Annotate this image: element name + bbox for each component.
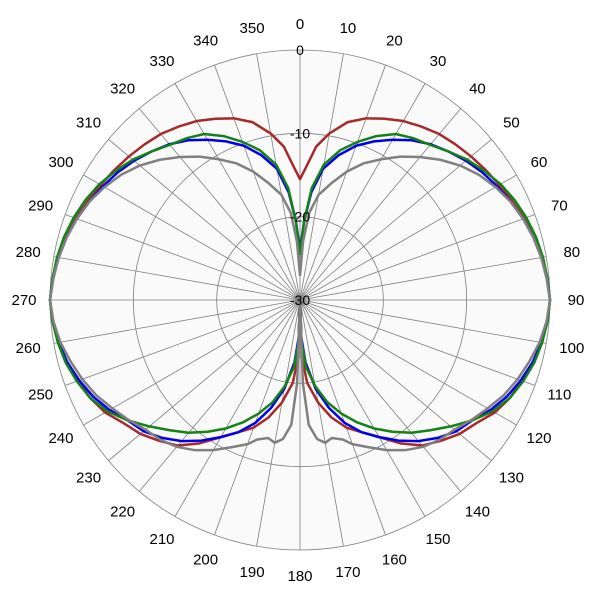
grid-spoke — [138, 108, 301, 301]
angle-tick-label: 160 — [382, 551, 407, 568]
angle-tick-label: 220 — [110, 503, 135, 520]
angle-tick-label: 170 — [335, 564, 360, 581]
angle-tick-label: 240 — [48, 430, 73, 447]
grid-spoke — [299, 299, 547, 344]
angle-tick-label: 30 — [430, 53, 447, 70]
ring-tick-label: -30 — [290, 292, 310, 308]
grid-spoke — [299, 83, 426, 301]
angle-tick-label: 0 — [296, 16, 304, 33]
grid-spoke — [299, 64, 386, 301]
ring-labels: 0 -10 -20 -30 — [290, 42, 310, 308]
angle-tick-label: 90 — [568, 292, 585, 309]
angle-tick-label: 340 — [193, 33, 218, 50]
grid-spoke — [299, 108, 462, 301]
ring-tick-label: 0 — [296, 42, 304, 58]
angle-tick-label: 140 — [465, 503, 490, 520]
angle-tick-label: 40 — [469, 81, 486, 98]
angle-tick-label: 300 — [48, 154, 73, 171]
angle-tick-label: 120 — [527, 430, 552, 447]
grid-spoke — [83, 174, 301, 301]
angle-tick-label: 150 — [425, 531, 450, 548]
grid-spoke — [214, 64, 301, 301]
angle-tick-label: 200 — [193, 551, 218, 568]
grid-spoke — [299, 299, 386, 536]
grid-ring — [132, 132, 468, 468]
angle-tick-label: 260 — [16, 340, 41, 357]
grid-spoke — [214, 299, 301, 536]
angle-tick-label: 180 — [287, 568, 312, 585]
grid-spoke — [299, 256, 547, 301]
grid-spoke — [256, 299, 301, 547]
grid-spoke — [299, 299, 426, 517]
ring-tick-label: -10 — [290, 125, 310, 141]
series-layer — [48, 117, 552, 452]
grid-spoke — [53, 256, 301, 301]
grid-spoke — [53, 299, 301, 344]
angle-tick-label: 20 — [386, 33, 403, 50]
angle-tick-label: 80 — [563, 244, 580, 261]
angle-tick-label: 100 — [559, 340, 584, 357]
angle-tick-label: 320 — [110, 81, 135, 98]
angle-tick-label: 310 — [76, 115, 101, 132]
grid-spokes — [50, 50, 550, 550]
ring-tick-label: -20 — [290, 209, 310, 225]
angle-tick-label: 270 — [11, 292, 36, 309]
angle-tick-label: 250 — [28, 386, 53, 403]
grid-spoke — [83, 299, 301, 426]
grid-spoke — [299, 53, 344, 301]
grid-spoke — [299, 299, 462, 492]
angle-tick-label: 60 — [531, 154, 548, 171]
grid-spoke — [299, 174, 517, 301]
angle-tick-label: 110 — [547, 386, 571, 403]
angle-tick-label: 280 — [16, 244, 41, 261]
grid-ring — [216, 216, 384, 384]
grid-spoke — [299, 299, 536, 386]
grid-spoke — [256, 53, 301, 301]
grid-spoke — [299, 214, 536, 301]
angle-tick-label: 50 — [503, 115, 520, 132]
angle-tick-label: 230 — [76, 469, 101, 486]
grid-spoke — [64, 214, 301, 301]
angle-tick-label: 130 — [499, 469, 524, 486]
grid-spoke — [138, 299, 301, 492]
angle-tick-label: 10 — [340, 20, 357, 37]
angle-tick-label: 190 — [240, 564, 265, 581]
angle-tick-label: 350 — [240, 20, 265, 37]
grid-spoke — [299, 299, 517, 426]
grid-spoke — [174, 299, 301, 517]
grid-spoke — [299, 299, 344, 547]
angle-tick-label: 330 — [149, 53, 174, 70]
grid-spoke — [174, 83, 301, 301]
grid-spoke — [64, 299, 301, 386]
angle-labels: 0 10 20 30 40 50 60 70 80 90 100 110 120 130 140 150 160… — [11, 16, 584, 585]
angle-tick-label: 290 — [28, 198, 53, 215]
angle-tick-label: 210 — [149, 531, 174, 548]
angle-tick-label: 70 — [551, 198, 568, 215]
series-line-4 — [48, 155, 552, 452]
